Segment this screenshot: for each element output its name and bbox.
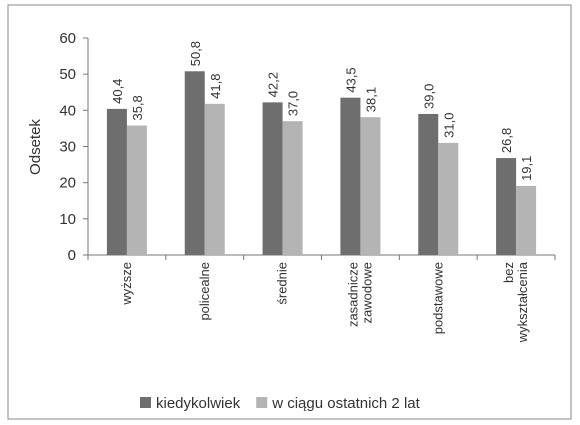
- x-tick-label: średnie: [275, 262, 290, 305]
- bar: [418, 113, 439, 255]
- bar: [516, 185, 537, 255]
- bar: [282, 121, 303, 255]
- bar: [126, 125, 147, 255]
- data-label: 37,0: [286, 91, 301, 116]
- data-label: 41,8: [208, 74, 223, 99]
- data-label: 42,2: [266, 72, 281, 97]
- data-label: 40,4: [110, 79, 125, 104]
- y-tick-label: 30: [59, 139, 76, 156]
- x-tick-label: zasadniczezawodowe: [345, 262, 374, 327]
- bar: [496, 158, 517, 255]
- bar: [438, 142, 459, 255]
- bar: [262, 102, 283, 255]
- data-label: 43,5: [343, 67, 358, 92]
- y-axis-label: Odsetek: [27, 119, 44, 175]
- legend-label: kiedykolwiek: [156, 395, 241, 412]
- legend-swatch: [256, 397, 268, 408]
- legend-swatch: [140, 397, 151, 408]
- data-label: 50,8: [188, 41, 203, 66]
- y-tick-label: 60: [59, 30, 76, 47]
- x-tick-label: policealne: [197, 262, 212, 321]
- y-tick-label: 10: [59, 211, 76, 228]
- y-tick-label: 40: [59, 102, 76, 119]
- x-tick-label: bezwykształcenia: [501, 261, 530, 343]
- x-tick-label: wyższe: [119, 262, 134, 306]
- legend-label: w ciągu ostatnich 2 lat: [271, 395, 420, 412]
- y-tick-label: 20: [59, 175, 76, 192]
- bar: [360, 117, 381, 255]
- x-tick-label: podstawowe: [430, 262, 445, 334]
- y-tick-label: 0: [68, 247, 76, 264]
- data-label: 31,0: [441, 113, 456, 138]
- bar: [340, 97, 361, 255]
- data-label: 19,1: [519, 156, 534, 181]
- data-label: 38,1: [363, 87, 378, 112]
- data-label: 39,0: [421, 84, 436, 109]
- bar: [184, 71, 205, 255]
- y-tick-label: 50: [59, 66, 76, 83]
- data-label: 26,8: [499, 128, 514, 153]
- bar: [204, 103, 225, 255]
- data-label: 35,8: [130, 95, 145, 120]
- bar: [106, 108, 127, 256]
